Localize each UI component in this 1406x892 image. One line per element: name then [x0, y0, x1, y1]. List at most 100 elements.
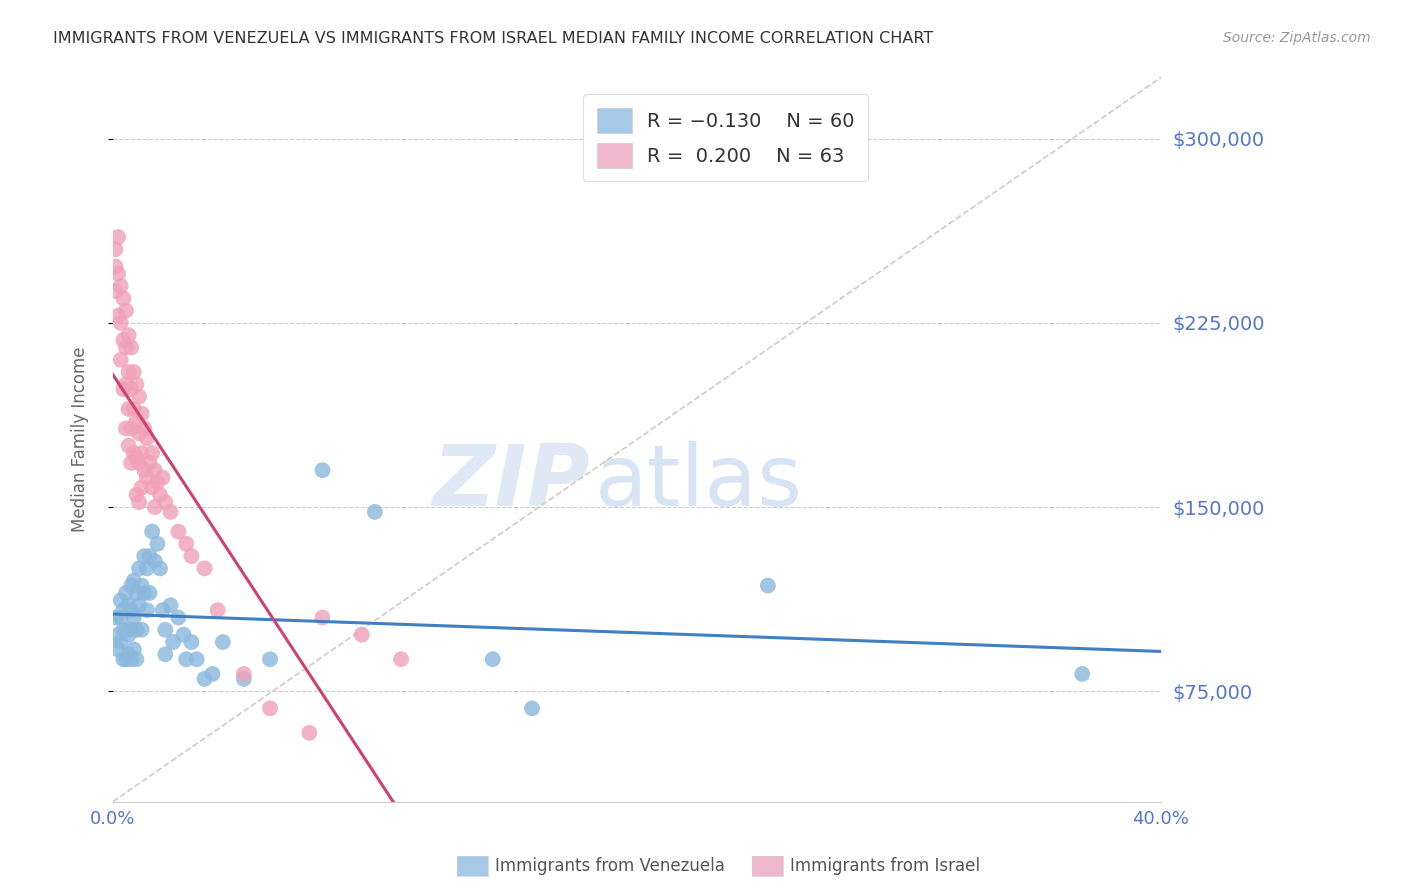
- Point: [259, 652, 281, 666]
- Point: [107, 642, 129, 657]
- Point: [125, 586, 148, 600]
- Point: [117, 439, 139, 453]
- Point: [193, 672, 215, 686]
- Point: [122, 365, 145, 379]
- Text: ZIP: ZIP: [432, 442, 589, 524]
- Point: [159, 599, 181, 613]
- Point: [110, 593, 132, 607]
- Point: [520, 701, 543, 715]
- Point: [134, 463, 156, 477]
- Point: [110, 352, 132, 367]
- Point: [207, 603, 229, 617]
- Point: [138, 586, 160, 600]
- Point: [152, 603, 174, 617]
- Point: [756, 578, 779, 592]
- Point: [120, 382, 142, 396]
- Point: [115, 421, 138, 435]
- Point: [134, 421, 156, 435]
- Point: [120, 341, 142, 355]
- Text: Immigrants from Venezuela: Immigrants from Venezuela: [495, 857, 724, 875]
- Point: [143, 554, 166, 568]
- Point: [115, 652, 138, 666]
- Point: [131, 578, 153, 592]
- Point: [1071, 667, 1094, 681]
- Point: [201, 667, 224, 681]
- Point: [180, 635, 202, 649]
- Point: [155, 495, 177, 509]
- Point: [128, 599, 150, 613]
- Point: [107, 230, 129, 244]
- Point: [174, 537, 197, 551]
- Point: [149, 561, 172, 575]
- Point: [112, 623, 135, 637]
- Point: [232, 667, 254, 681]
- Point: [128, 390, 150, 404]
- Text: atlas: atlas: [595, 442, 803, 524]
- Point: [128, 456, 150, 470]
- Point: [232, 672, 254, 686]
- Text: Source: ZipAtlas.com: Source: ZipAtlas.com: [1223, 31, 1371, 45]
- Point: [155, 623, 177, 637]
- Point: [117, 365, 139, 379]
- Point: [120, 421, 142, 435]
- Point: [364, 505, 387, 519]
- Point: [138, 549, 160, 563]
- Point: [104, 242, 127, 256]
- Point: [135, 561, 157, 575]
- Point: [131, 623, 153, 637]
- Point: [350, 628, 373, 642]
- Point: [128, 426, 150, 441]
- Point: [125, 377, 148, 392]
- Point: [141, 446, 163, 460]
- Point: [298, 726, 321, 740]
- Point: [110, 610, 132, 624]
- Point: [110, 635, 132, 649]
- Point: [173, 628, 195, 642]
- Point: [138, 456, 160, 470]
- Point: [389, 652, 412, 666]
- Point: [212, 635, 235, 649]
- Point: [120, 652, 142, 666]
- Point: [146, 537, 169, 551]
- Point: [115, 586, 138, 600]
- Point: [125, 450, 148, 465]
- Point: [104, 260, 127, 274]
- Point: [131, 480, 153, 494]
- Point: [122, 574, 145, 588]
- Point: [120, 578, 142, 592]
- Point: [186, 652, 208, 666]
- Text: IMMIGRANTS FROM VENEZUELA VS IMMIGRANTS FROM ISRAEL MEDIAN FAMILY INCOME CORRELA: IMMIGRANTS FROM VENEZUELA VS IMMIGRANTS …: [53, 31, 934, 46]
- Point: [112, 291, 135, 305]
- Point: [143, 500, 166, 514]
- Text: Immigrants from Israel: Immigrants from Israel: [790, 857, 980, 875]
- Point: [122, 610, 145, 624]
- Point: [120, 623, 142, 637]
- Point: [125, 652, 148, 666]
- Point: [128, 561, 150, 575]
- Point: [131, 407, 153, 421]
- Y-axis label: Median Family Income: Median Family Income: [72, 347, 89, 533]
- Legend: R = −0.130    N = 60, R =  0.200    N = 63: R = −0.130 N = 60, R = 0.200 N = 63: [583, 95, 868, 181]
- Point: [112, 333, 135, 347]
- Point: [117, 401, 139, 416]
- Point: [141, 480, 163, 494]
- Point: [120, 603, 142, 617]
- Point: [110, 279, 132, 293]
- Point: [152, 470, 174, 484]
- Point: [174, 652, 197, 666]
- Point: [167, 610, 190, 624]
- Point: [104, 610, 127, 624]
- Point: [481, 652, 503, 666]
- Point: [117, 628, 139, 642]
- Point: [135, 470, 157, 484]
- Point: [125, 488, 148, 502]
- Point: [122, 401, 145, 416]
- Point: [104, 284, 127, 298]
- Point: [107, 267, 129, 281]
- Point: [115, 303, 138, 318]
- Point: [259, 701, 281, 715]
- Point: [112, 603, 135, 617]
- Point: [115, 341, 138, 355]
- Point: [115, 623, 138, 637]
- Point: [146, 475, 169, 490]
